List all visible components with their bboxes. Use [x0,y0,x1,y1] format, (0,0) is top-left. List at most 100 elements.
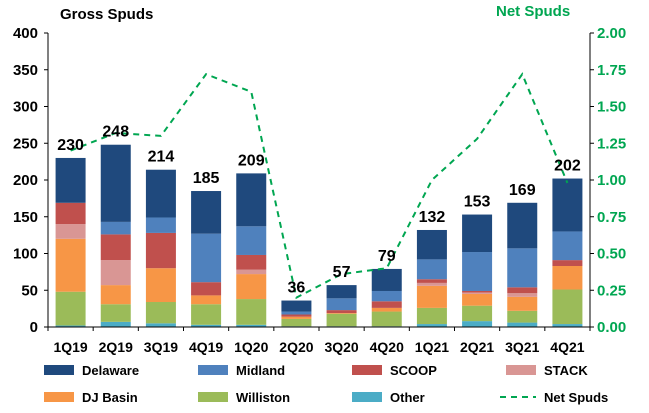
bar-segment-scoop [371,301,402,308]
legend-swatch-other [352,392,382,402]
y-tick-label-right: 0.75 [597,209,626,226]
bar-total-label: 153 [464,194,491,211]
bar-segment-scoop [462,290,493,293]
bar-total-label: 185 [193,170,220,187]
bar-segment-dj-basin [100,285,131,305]
legend-swatch-delaware [44,365,74,375]
bar-segment-midland [507,248,538,288]
bar-segment-dj-basin [371,307,402,312]
bar-segment-delaware [236,173,267,227]
bar-total-label: 214 [148,149,175,166]
bar-total-label: 248 [102,124,129,141]
bar-segment-williston [236,299,267,325]
bar-segment-midland [281,311,312,315]
y-tick-label-right: 0.50 [597,246,626,263]
net-spuds-line-group [70,72,569,300]
bar-segment-midland [371,290,402,302]
x-category-label: 3Q21 [505,339,539,355]
y-tick-label-left: 300 [13,99,38,116]
bar-segment-stack [507,293,538,297]
x-category-label: 4Q20 [370,339,404,355]
legend-label-stack: STACK [544,363,588,378]
y-tick-label-left: 50 [21,282,38,299]
y-tick-label-left: 0 [30,319,38,336]
bar-segment-other [145,323,176,327]
bar-segment-williston [55,291,86,326]
legend-swatch-midland [198,365,228,375]
bar-segment-midland [552,231,583,261]
bar-total-label: 36 [288,280,306,297]
bar-segment-other [416,324,447,327]
bar-segment-delaware [371,268,402,291]
bar-segment-delaware [55,157,86,203]
bar-segment-williston [281,318,312,327]
bar-segment-scoop [507,287,538,294]
bar-segment-delaware [552,178,583,232]
bar-segment-williston [507,310,538,323]
x-category-label: 2Q20 [279,339,313,355]
y-tick-label-right: 0.25 [597,282,626,299]
bar-segment-scoop [100,234,131,261]
bar-segment-dj-basin [462,293,493,306]
bar-segment-stack [55,224,86,239]
bar-segment-scoop [281,314,312,317]
bar-segment-other [100,321,131,327]
legend-swatch-williston [198,392,228,402]
y-tick-label-left: 100 [13,246,38,263]
x-axis-categories: 1Q19 2Q19 3Q19 4Q19 1Q20 2Q20 3Q20 4Q20 1Q21 2Q21… [47,326,591,355]
x-category-label: 2Q19 [99,339,133,355]
bar-segment-delaware [326,285,357,299]
bar-segment-midland [191,233,222,283]
legend-label-scoop: SCOOP [390,363,437,378]
bar-segment-williston [191,304,222,325]
bar-segment-scoop [416,279,447,283]
legend-swatch-scoop [352,365,382,375]
y-tick-label-left: 350 [13,62,38,79]
y-tick-label-left: 250 [13,135,38,152]
bar-segment-stack [236,269,267,275]
legend-swatch-dj-basin [44,392,74,402]
y-tick-label-right: 1.25 [597,135,626,152]
bar-segment-delaware [507,202,538,249]
y-tick-label-right: 2.00 [597,25,626,42]
legend-label-midland: Midland [236,363,285,378]
legend-label-delaware: Delaware [82,363,139,378]
bar-segment-dj-basin [145,268,176,303]
bar-segment-delaware [416,229,447,260]
bar-segment-dj-basin [55,238,86,292]
bar-total-label: 57 [333,264,351,281]
x-category-label: 2Q21 [460,339,494,355]
y-tick-label-right: 1.75 [597,62,626,79]
bar-segment-delaware [100,144,131,222]
bar-segment-other [507,322,538,327]
x-category-label: 3Q19 [144,339,178,355]
bar-segment-dj-basin [552,265,583,290]
bar-segment-dj-basin [507,296,538,311]
bar-segment-dj-basin [191,295,222,305]
bar-total-label: 202 [554,158,581,175]
bar-segment-scoop [145,232,176,269]
bar-segment-williston [552,289,583,325]
bar-total-label: 79 [378,248,396,265]
bar-segment-delaware [145,169,176,218]
y-tick-label-right: 0.00 [597,319,626,336]
net-spuds-line [70,72,569,300]
chart-title-net-spuds: Net Spuds [496,3,570,20]
bar-segment-stack [100,260,131,286]
bar-segment-stack [416,282,447,286]
y-tick-label-left: 150 [13,209,38,226]
bar-segment-midland [145,217,176,233]
x-category-label: 1Q20 [234,339,268,355]
y-tick-label-left: 400 [13,25,38,42]
bar-segment-williston [326,313,357,327]
bar-segment-other [462,321,493,327]
y-axis-left: 0 50 100 150 200 250 300 350 400 [13,25,49,336]
bar-segment-other [236,324,267,327]
bar-total-label: 209 [238,152,265,169]
bar-segment-scoop [552,260,583,266]
bar-segment-williston [462,305,493,322]
y-tick-label-left: 200 [13,172,38,189]
x-category-label: 4Q19 [189,339,223,355]
x-category-label: 3Q20 [324,339,358,355]
